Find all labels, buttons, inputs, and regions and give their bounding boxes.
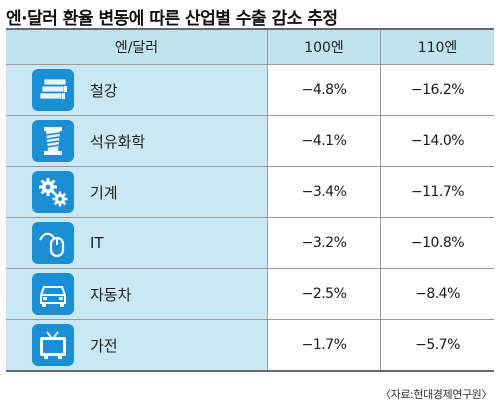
value-100yen: −2.5% (301, 286, 347, 302)
value-100yen: −1.7% (301, 337, 347, 353)
table-row: IT −3.2% −10.8% (6, 217, 494, 268)
value-110yen: −11.7% (410, 184, 465, 200)
value-100yen: −3.4% (301, 184, 347, 200)
row-label: 가전 (90, 336, 118, 355)
table-row: 자동차 −2.5% −8.4% (6, 268, 494, 319)
value-110yen: −10.8% (410, 235, 465, 251)
mouse-icon (32, 222, 74, 264)
tv-icon (32, 324, 74, 366)
fiber-spool-icon (32, 120, 74, 162)
table-header: 엔/달러 100엔 110엔 (6, 30, 494, 64)
value-110yen: −14.0% (410, 133, 465, 149)
row-label: 기계 (90, 183, 118, 202)
table-row: 석유화학 −4.1% −14.0% (6, 115, 494, 166)
header-currency: 엔/달러 (6, 30, 268, 64)
value-100yen: −3.2% (301, 235, 347, 251)
gears-icon (32, 171, 74, 213)
value-100yen: −4.1% (301, 133, 347, 149)
value-110yen: −16.2% (410, 82, 465, 98)
value-100yen: −4.8% (301, 82, 347, 98)
header-110yen: 110엔 (417, 40, 458, 56)
row-label: IT (90, 234, 104, 252)
table-row: 철강 −4.8% −16.2% (6, 64, 494, 115)
value-110yen: −5.7% (415, 337, 460, 353)
row-label: 석유화학 (90, 132, 146, 151)
source-note: 〈자료:현대경제연구원〉 (380, 388, 492, 401)
table-row: 가전 −1.7% −5.7% (6, 319, 494, 370)
car-icon (32, 273, 74, 315)
export-table: 엔/달러 100엔 110엔 철강 −4. (6, 28, 494, 372)
row-label: 자동차 (90, 285, 132, 304)
row-label: 철강 (90, 81, 118, 100)
steel-coil-icon (32, 69, 74, 111)
header-100yen: 100엔 (268, 30, 381, 64)
value-110yen: −8.4% (415, 286, 460, 302)
table-row: 기계 −3.4% −11.7% (6, 166, 494, 217)
page-title: 엔·달러 환율 변동에 따른 산업별 수출 감소 추정 (6, 9, 338, 29)
